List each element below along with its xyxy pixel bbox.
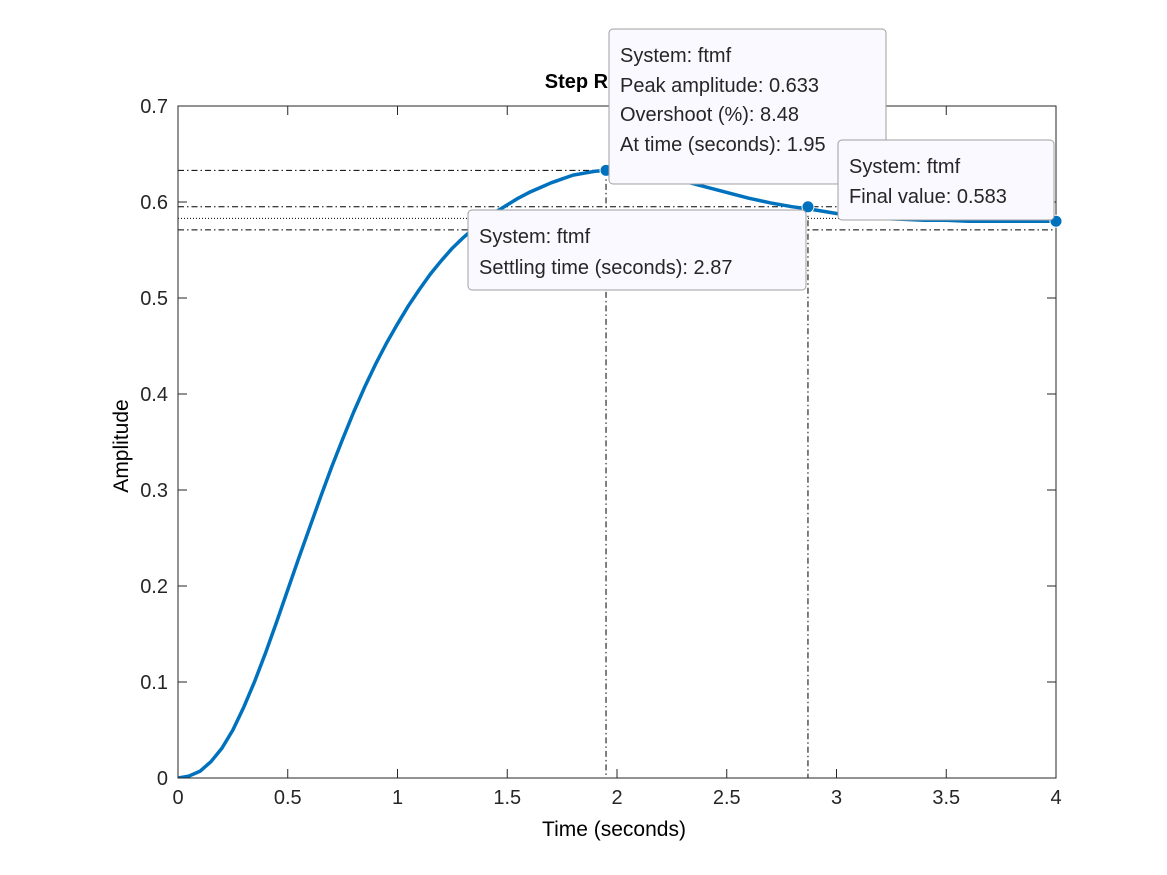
- x-tick-label: 0: [172, 787, 183, 809]
- datatip-final-value[interactable]: System: ftmf Final value: 0.583: [837, 139, 1055, 221]
- y-tick-label: 0: [157, 768, 168, 790]
- x-tick-label: 2.5: [713, 787, 741, 809]
- datatip-peak-line: Overshoot (%): 8.48: [620, 104, 799, 126]
- y-tick-label: 0.6: [140, 192, 168, 214]
- datatip-settling-time[interactable]: System: ftmf Settling time (seconds): 2.…: [467, 209, 807, 291]
- x-tick-label: 1.5: [493, 787, 521, 809]
- datatip-marker: [801, 200, 815, 214]
- datatip-peak-box: [608, 28, 887, 185]
- x-tick-label: 2: [611, 787, 622, 809]
- step-response-curve: [178, 168, 1056, 778]
- y-tick-label: 0.7: [140, 96, 168, 118]
- datatip-peak-line: System: ftmf: [620, 45, 732, 67]
- x-tick-label: 3: [831, 787, 842, 809]
- x-tick-label: 4: [1050, 787, 1061, 809]
- datatip-final-line: Final value: 0.583: [849, 186, 1007, 208]
- datatip-peak-line: At time (seconds): 1.95: [620, 134, 826, 156]
- datatip-settling-line: Settling time (seconds): 2.87: [479, 257, 732, 279]
- datatip-settling-line: System: ftmf: [479, 226, 591, 248]
- datatip-peak-line: Peak amplitude: 0.633: [620, 75, 819, 97]
- y-tick-label: 0.2: [140, 576, 168, 598]
- y-tick-label: 0.1: [140, 672, 168, 694]
- x-tick-label: 1: [392, 787, 403, 809]
- datatip-peak[interactable]: System: ftmf Peak amplitude: 0.633 Overs…: [608, 28, 887, 185]
- x-axis-label: Time (seconds): [542, 818, 686, 841]
- datatip-final-box: [837, 139, 1055, 221]
- y-tick-label: 0.4: [140, 384, 168, 406]
- y-tick-label: 0.5: [140, 288, 168, 310]
- curve-group: [178, 168, 1056, 778]
- datatip-settling-box: [467, 209, 807, 291]
- x-tick-labels: 0 0.5 1 1.5 2 2.5 3 3.5 4: [172, 787, 1061, 809]
- y-tick-label: 0.3: [140, 480, 168, 502]
- x-tick-label: 0.5: [274, 787, 302, 809]
- datatip-final-line: System: ftmf: [849, 156, 961, 178]
- x-tick-label: 3.5: [932, 787, 960, 809]
- y-tick-labels: 0 0.1 0.2 0.3 0.4 0.5 0.6 0.7: [140, 96, 168, 790]
- y-axis-label: Amplitude: [110, 399, 133, 492]
